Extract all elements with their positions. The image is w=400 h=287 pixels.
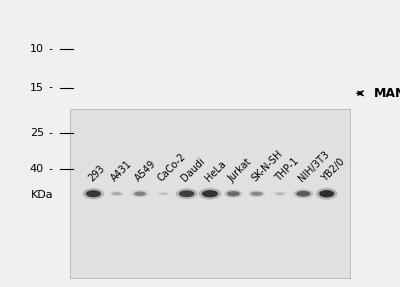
Text: -: -	[48, 44, 52, 54]
Ellipse shape	[248, 190, 265, 197]
Text: THP-1: THP-1	[273, 156, 300, 184]
Ellipse shape	[132, 190, 148, 197]
Ellipse shape	[110, 191, 124, 196]
Ellipse shape	[112, 192, 122, 195]
Text: YB2/0: YB2/0	[320, 157, 347, 184]
Text: A431: A431	[110, 159, 134, 184]
Ellipse shape	[251, 192, 263, 196]
Ellipse shape	[276, 193, 284, 195]
Text: MANF: MANF	[374, 87, 400, 100]
Text: 40: 40	[30, 164, 44, 174]
Ellipse shape	[159, 193, 168, 195]
Text: -: -	[48, 83, 52, 92]
Text: 293: 293	[86, 164, 106, 184]
Text: SK-N-SH: SK-N-SH	[250, 149, 284, 184]
Ellipse shape	[294, 189, 313, 198]
Ellipse shape	[86, 190, 101, 197]
Ellipse shape	[157, 192, 169, 195]
Ellipse shape	[316, 188, 337, 200]
Ellipse shape	[274, 192, 286, 196]
Ellipse shape	[199, 188, 221, 199]
Ellipse shape	[134, 191, 146, 196]
Text: 10: 10	[30, 44, 44, 54]
Text: NIH/3T3: NIH/3T3	[296, 149, 331, 184]
Text: -: -	[48, 129, 52, 138]
Ellipse shape	[224, 189, 242, 198]
Bar	[70, 109, 350, 278]
Text: 25: 25	[30, 129, 44, 138]
Text: 15: 15	[30, 83, 44, 92]
Ellipse shape	[202, 190, 218, 197]
Text: HeLa: HeLa	[203, 159, 228, 184]
Ellipse shape	[227, 191, 240, 196]
Ellipse shape	[296, 191, 310, 197]
Text: KDa: KDa	[31, 190, 53, 200]
Text: CaCo-2: CaCo-2	[156, 152, 188, 184]
Ellipse shape	[83, 188, 104, 199]
Text: A549: A549	[133, 159, 158, 184]
Text: Daudi: Daudi	[180, 156, 207, 184]
Text: Jurkat: Jurkat	[226, 156, 254, 184]
Ellipse shape	[176, 188, 198, 199]
Ellipse shape	[179, 190, 194, 197]
Ellipse shape	[319, 190, 334, 197]
Text: -: -	[48, 164, 52, 174]
